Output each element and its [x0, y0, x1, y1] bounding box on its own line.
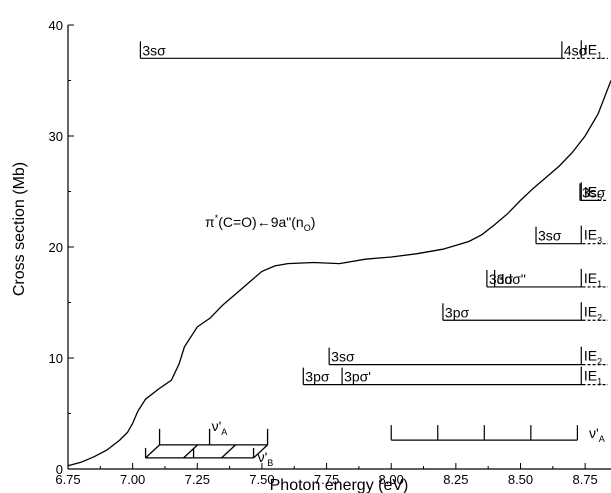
- ie-limit-label: IE1: [584, 41, 602, 60]
- ie-limit-label: IE1: [584, 368, 602, 387]
- x-tick-label: 7.50: [249, 472, 274, 487]
- x-tick-label: 8.25: [443, 472, 468, 487]
- ie-limit-label: IE2: [584, 303, 602, 322]
- x-axis-label: Photon energy (eV): [270, 477, 409, 493]
- x-tick-label: 8.75: [572, 472, 597, 487]
- box-label-b: ν'B: [258, 449, 274, 468]
- x-tick-label: 6.75: [55, 472, 80, 487]
- x-tick-label: 8.00: [379, 472, 404, 487]
- ladder-label: 3dσ": [497, 271, 526, 287]
- box-rung: [221, 444, 237, 459]
- progression-a-label: ν'A: [589, 425, 605, 444]
- x-tick-label: 7.25: [185, 472, 210, 487]
- y-tick-label: 30: [49, 129, 63, 144]
- ie-limit-label: IE3: [584, 227, 602, 246]
- x-tick-label: 8.50: [508, 472, 533, 487]
- ie-limit-label: IE1: [584, 270, 602, 289]
- ladder-label: 3sσ: [582, 184, 606, 200]
- ladder-label: 3pσ: [445, 304, 470, 320]
- cross-section-line: [67, 80, 611, 467]
- ie-limit-label: IE5: [584, 183, 602, 202]
- y-tick-label: 20: [49, 240, 63, 255]
- y-tick-label: 0: [56, 462, 63, 477]
- box-rung: [183, 444, 199, 459]
- ladder-label: 3sσ: [538, 228, 562, 244]
- x-tick-label: 7.75: [314, 472, 339, 487]
- box-rung: [145, 444, 161, 459]
- box-rung: [253, 444, 269, 459]
- ie-limit-label: IE2: [584, 348, 602, 367]
- band-label: π*(C=O)←9a"(nO): [205, 213, 315, 233]
- ladder-label: 3pσ': [344, 369, 371, 385]
- y-tick-label: 10: [49, 351, 63, 366]
- x-tick-label: 7.00: [120, 472, 145, 487]
- y-axis-label: Cross section (Mb): [11, 162, 28, 296]
- ladder-label: 3sσ: [142, 42, 166, 58]
- y-tick-label: 40: [49, 18, 63, 33]
- ladder-label: 3sσ: [331, 349, 355, 365]
- ladder-label: 3pσ: [305, 369, 330, 385]
- box-label-a: ν'A: [212, 418, 228, 437]
